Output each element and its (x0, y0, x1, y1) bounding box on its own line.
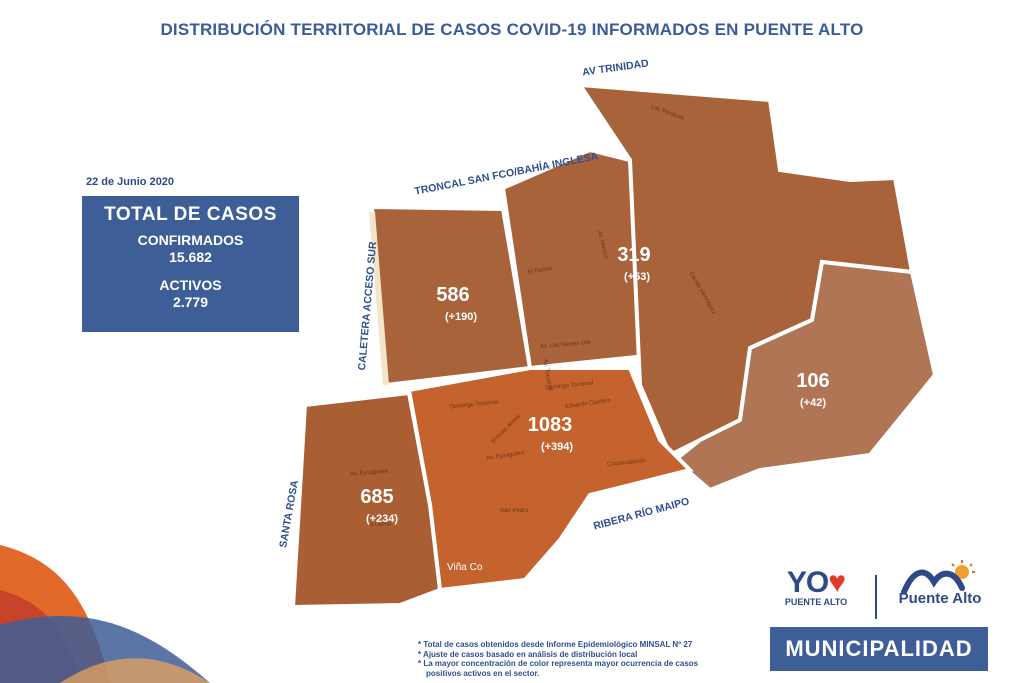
zone-label-south-west: 685 (+234) (352, 486, 402, 525)
zone-delta: (+53) (624, 271, 650, 283)
footnote: * La mayor concentración de color repres… (418, 659, 699, 668)
municipalidad-banner: MUNICIPALIDAD (770, 627, 988, 671)
zone-cases: 586 (436, 284, 470, 306)
zone-south-west[interactable] (290, 390, 443, 610)
zone-delta: (+42) (800, 397, 826, 409)
zone-cases: 106 (796, 370, 830, 392)
yo-puente-alto-logo: YO♥ PUENTE ALTO (770, 566, 862, 607)
footnote: * Total de casos obtenidos desde Informe… (418, 640, 693, 649)
zone-label-east: 106 (+42) (788, 370, 838, 409)
zone-east[interactable] (671, 259, 938, 493)
report-date: 22 de Junio 2020 (86, 176, 175, 188)
confirmed-label: CONFIRMADOS (137, 232, 244, 248)
zone-label-north-west: 586 (+190) (428, 284, 478, 323)
puente-alto-logo: Puente Alto (890, 560, 990, 607)
yo-subtitle: PUENTE ALTO (784, 597, 848, 607)
totals-panel: TOTAL DE CASOS CONFIRMADOS 15.682 ACTIVO… (82, 196, 299, 332)
footnote: positivos activos en el sector. (426, 668, 540, 678)
active-value: 2.779 (172, 294, 209, 310)
zone-delta: (+190) (444, 311, 478, 323)
corner-waves (0, 545, 210, 683)
logo-divider (875, 575, 877, 619)
yo-text: YO (786, 566, 829, 599)
active-label: ACTIVOS (159, 277, 222, 293)
sun-mountain-icon (901, 560, 975, 594)
zone-delta: (+394) (540, 441, 574, 453)
zone-label-center: 1083 (+394) (515, 414, 585, 453)
zone-label-north-central: 319 (+53) (604, 244, 664, 283)
heart-icon: ♥ (828, 566, 846, 599)
zone-cases: 319 (617, 244, 651, 266)
puente-alto-name: Puente Alto (898, 590, 982, 607)
zone-delta: (+234) (365, 513, 399, 525)
footnote: * Ajuste de casos basado en análisis de … (418, 649, 638, 659)
footnotes: * Total de casos obtenidos desde Informe… (418, 640, 698, 678)
totals-heading: TOTAL DE CASOS (104, 204, 277, 225)
map-title: DISTRIBUCIÓN TERRITORIAL DE CASOS COVID-… (160, 20, 864, 39)
confirmed-value: 15.682 (169, 249, 212, 265)
street-label: a Leche (370, 522, 392, 528)
zone-cases: 1083 (527, 414, 573, 436)
street-label: San Pedro (500, 508, 529, 514)
zone-cases: 685 (360, 486, 394, 508)
street-label: Viña Co (447, 562, 483, 573)
